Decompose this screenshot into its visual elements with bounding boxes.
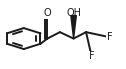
Text: O: O: [44, 8, 51, 18]
Text: F: F: [107, 32, 113, 42]
Text: F: F: [89, 51, 94, 61]
Text: OH: OH: [66, 8, 81, 18]
Polygon shape: [71, 16, 76, 39]
